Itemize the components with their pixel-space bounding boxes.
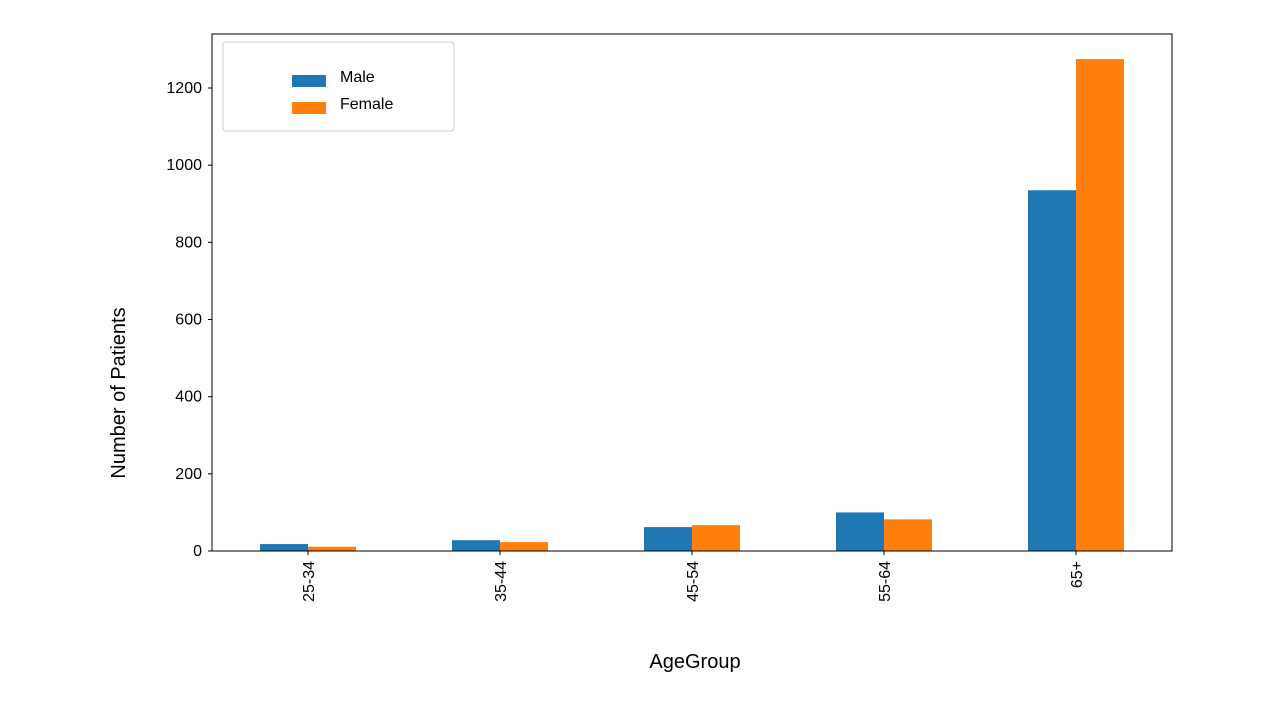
y-tick-label: 0 (193, 543, 202, 560)
x-tick-label: 65+ (1069, 561, 1086, 588)
y-tick-label: 400 (175, 389, 202, 406)
legend-swatch-male (292, 75, 326, 87)
bar-male-55-64 (836, 512, 884, 551)
legend-label-male: Male (340, 69, 375, 86)
bar-female-55-64 (884, 519, 932, 551)
legend-box (222, 41, 455, 132)
y-tick-label: 200 (175, 466, 202, 483)
x-tick-label: 55-64 (877, 561, 894, 602)
y-tick-label: 800 (175, 234, 202, 251)
bar-female-45-54 (692, 525, 740, 551)
bar-male-35-44 (452, 540, 500, 551)
legend-label-female: Female (340, 96, 393, 113)
x-tick-label: 25-34 (301, 561, 318, 602)
bar-male-25-34 (260, 544, 308, 551)
bar-female-25-34 (308, 546, 356, 551)
bar-male-45-54 (644, 527, 692, 551)
y-axis-title: Number of Patients (108, 307, 130, 478)
y-tick-label: 1200 (166, 80, 202, 97)
bars (260, 59, 1124, 551)
y-axis-ticks: 0 200 400 600 800 1000 1200 (166, 80, 212, 560)
x-axis-title: AgeGroup (649, 651, 740, 673)
x-tick-label: 35-44 (493, 561, 510, 602)
y-tick-label: 600 (175, 312, 202, 329)
legend-swatch-female (292, 102, 326, 114)
y-tick-label: 1000 (166, 157, 202, 174)
bar-female-65+ (1076, 59, 1124, 551)
legend: Male Female (222, 41, 455, 132)
bar-male-65+ (1028, 190, 1076, 551)
x-axis-ticks: 25-34 35-44 45-54 55-64 65+ (301, 551, 1086, 602)
bar-female-35-44 (500, 542, 548, 551)
x-tick-label: 45-54 (685, 561, 702, 602)
